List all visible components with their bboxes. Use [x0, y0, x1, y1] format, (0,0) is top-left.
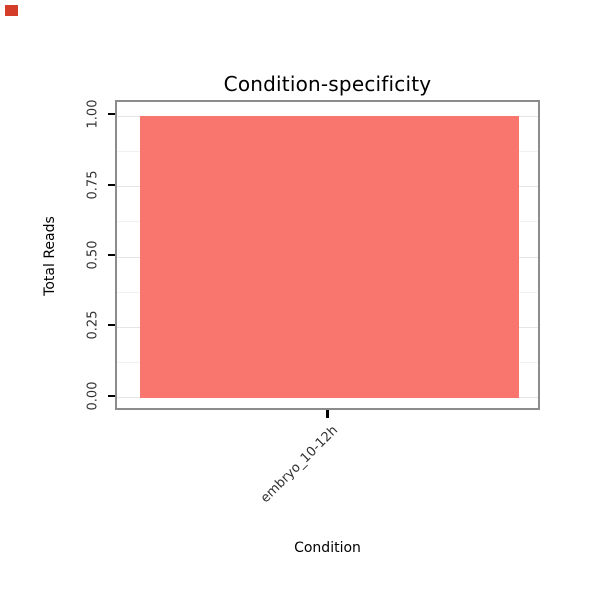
y-tick-mark	[108, 183, 115, 186]
y-tick-label: 1.00	[85, 99, 101, 129]
bar-embryo_10-12h	[140, 116, 519, 398]
y-tick-mark	[108, 394, 115, 397]
y-tick-mark	[108, 113, 115, 116]
y-axis-title: Total Reads	[42, 216, 58, 296]
gridline-major	[117, 397, 538, 399]
x-tick-mark	[326, 410, 329, 418]
y-tick-label: 0.00	[85, 381, 101, 411]
y-tick-label: 0.75	[85, 170, 101, 200]
x-tick-label: embryo_10-12h	[258, 423, 342, 507]
y-tick-label: 0.50	[85, 240, 101, 270]
y-tick-mark	[108, 254, 115, 256]
x-axis-title: Condition	[294, 540, 361, 556]
plot-panel	[115, 100, 540, 410]
corner-artifact	[5, 5, 18, 16]
y-tick-mark	[108, 324, 115, 327]
chart-title: Condition-specificity	[223, 72, 432, 96]
y-tick-label: 0.25	[85, 310, 101, 340]
